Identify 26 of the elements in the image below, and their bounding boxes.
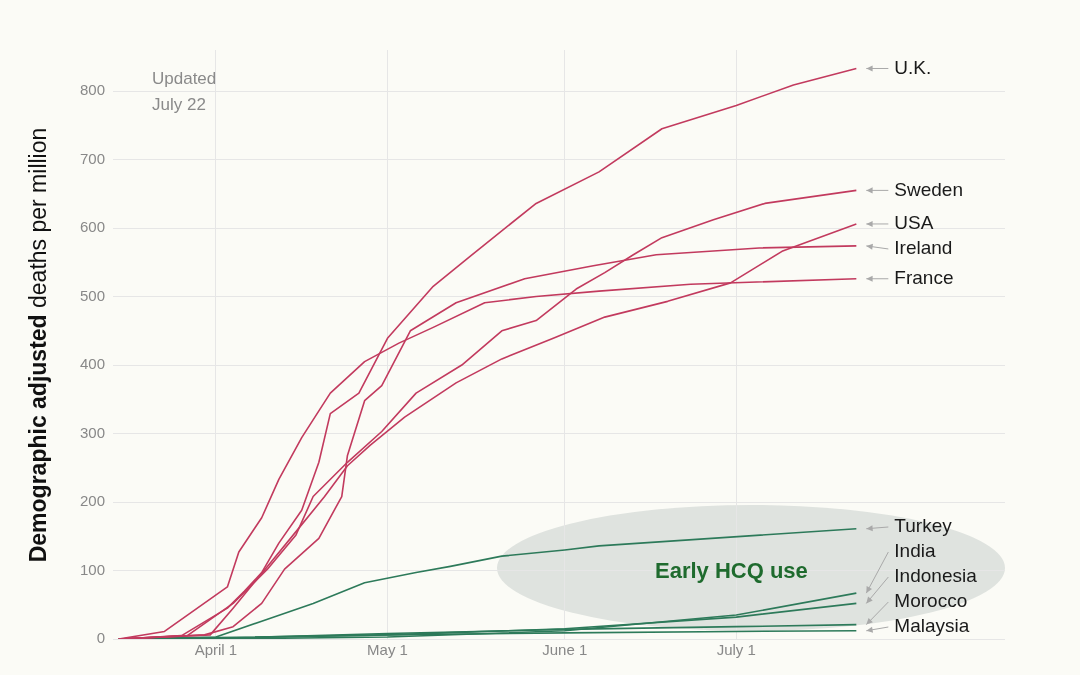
annotation: Updated July 22: [152, 68, 218, 116]
text: Ireland: [894, 237, 953, 259]
x-tick-label: June 1: [542, 641, 588, 659]
text: USA: [894, 212, 934, 234]
text: Morocco: [894, 590, 968, 612]
y-tick-label: 700: [80, 149, 106, 167]
x-tick-label: May 1: [367, 641, 408, 659]
text: India: [894, 540, 936, 562]
text: Sweden: [894, 178, 964, 200]
y-tick-label: 800: [80, 81, 106, 99]
y-tick-label: 300: [80, 423, 106, 441]
x-tick-label: July 1: [716, 641, 756, 659]
annotation: Early HCQ use: [655, 558, 808, 584]
text: U.K.: [894, 56, 932, 78]
text: Malaysia: [894, 615, 970, 637]
text: Indonesia: [894, 565, 978, 587]
y-tick-label: 500: [80, 286, 106, 304]
y-axis-title: Demographic adjusted deaths per million: [24, 127, 52, 563]
y-tick-label: 0: [96, 629, 106, 647]
y-tick-label: 200: [80, 492, 106, 510]
y-tick-label: 600: [80, 218, 106, 236]
y-tick-label: 100: [80, 560, 106, 578]
y-tick-label: 400: [80, 355, 106, 373]
x-tick-label: April 1: [194, 641, 238, 659]
text: Turkey: [894, 515, 953, 537]
text: France: [894, 266, 954, 288]
